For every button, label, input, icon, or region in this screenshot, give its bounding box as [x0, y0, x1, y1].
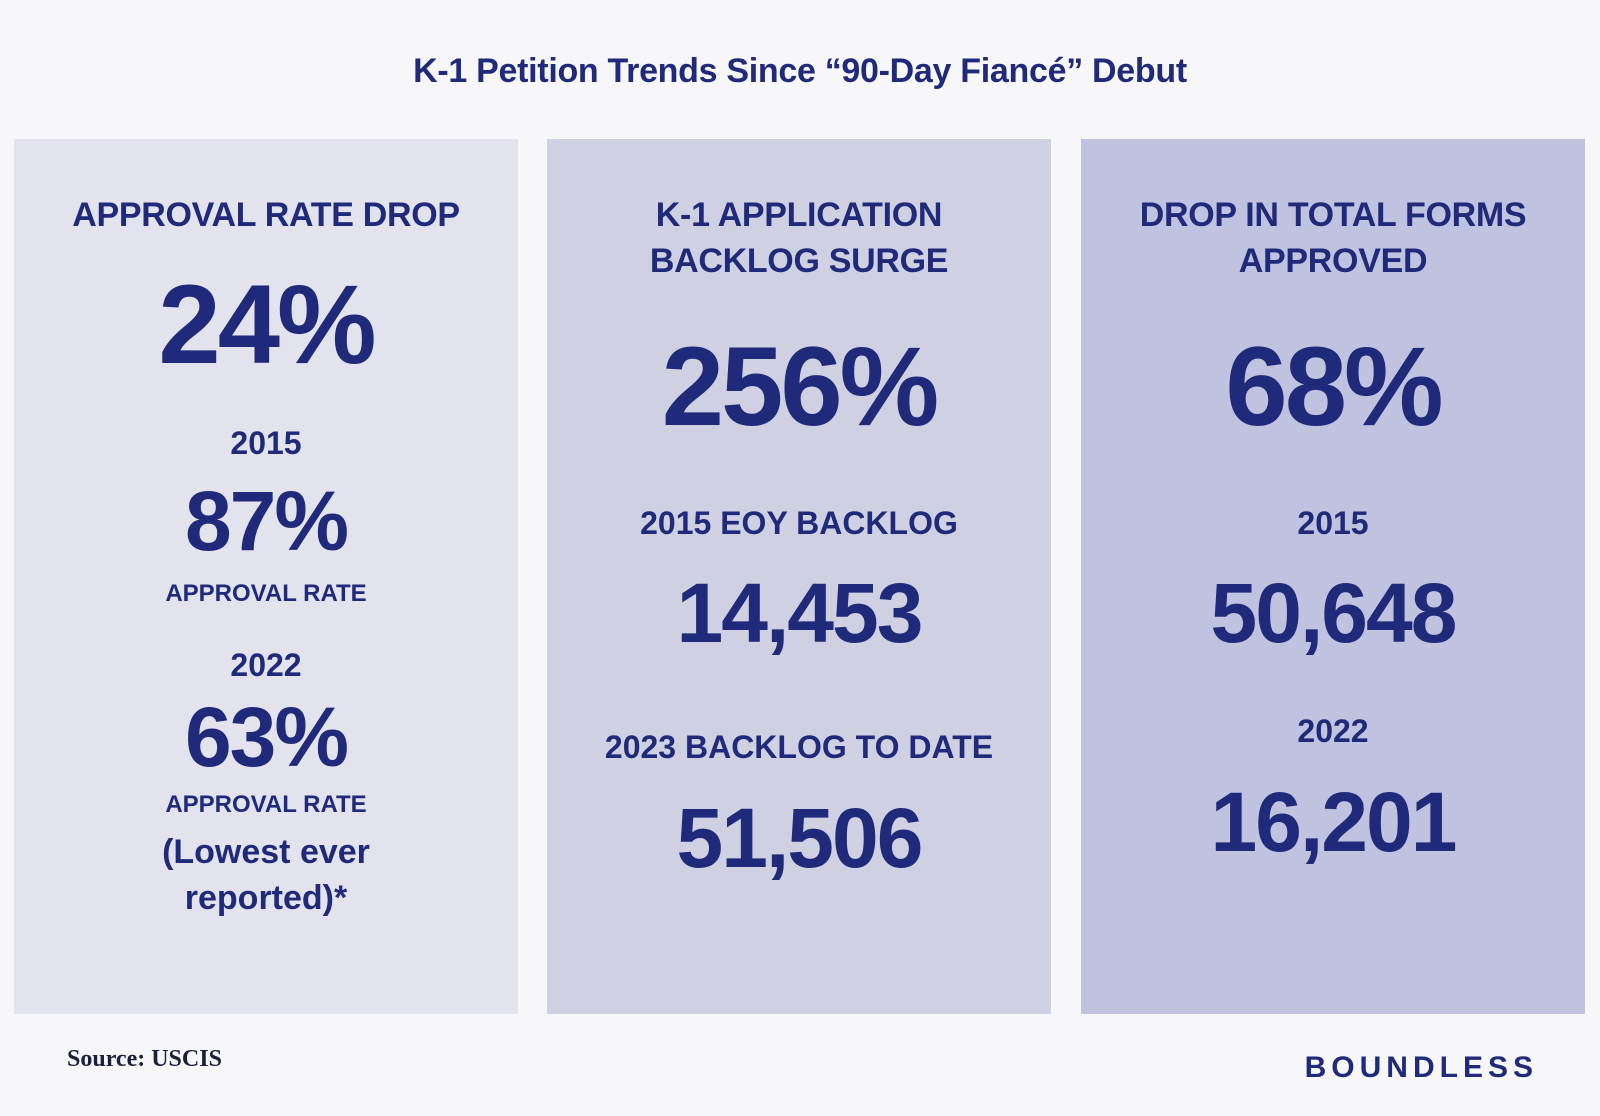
approval-rate-caption-2015: APPROVAL RATE: [165, 580, 367, 607]
backlog-2023-value: 51,506: [676, 791, 924, 885]
year-label-2022: 2022: [230, 647, 302, 683]
boundless-logo: BOUNDLESS: [1304, 1051, 1538, 1084]
forms-approved-panel: DROP IN TOTAL FORMS APPROVED 68% 2015 50…: [1081, 139, 1585, 1014]
approval-rate-2022-value: 63%: [184, 690, 349, 784]
forms-approved-2015-value: 50,648: [1210, 566, 1458, 660]
panel-heading-line2: BACKLOG SURGE: [649, 242, 949, 280]
panel-heading-line1: K-1 APPLICATION: [655, 196, 943, 234]
approval-rate-2015-value: 87%: [184, 474, 349, 568]
approval-rate-drop-value: 24%: [158, 262, 376, 387]
infographic-title: K-1 Petition Trends Since “90-Day Fiancé…: [413, 52, 1187, 90]
backlog-2015-label: 2015 EOY BACKLOG: [640, 505, 958, 541]
forms-approved-2022-value: 16,201: [1210, 775, 1458, 869]
lowest-ever-note-line1: (Lowest ever: [162, 833, 370, 871]
backlog-surge-panel: K-1 APPLICATION BACKLOG SURGE 256% 2015 …: [547, 139, 1051, 1014]
backlog-2015-value: 14,453: [676, 566, 924, 660]
panel-heading-line1: DROP IN TOTAL FORMS: [1139, 196, 1527, 234]
panel-heading-line2: APPROVED: [1238, 242, 1428, 280]
year-label-2015: 2015: [230, 425, 302, 461]
backlog-2023-label: 2023 BACKLOG TO DATE: [604, 729, 994, 765]
year-label-2015: 2015: [1297, 505, 1369, 541]
source-citation: Source: USCIS: [67, 1046, 222, 1072]
forms-approved-drop-value: 68%: [1225, 324, 1443, 449]
approval-rate-panel: APPROVAL RATE DROP 24% 2015 87% APPROVAL…: [14, 139, 518, 1014]
lowest-ever-note-line2: reported)*: [184, 879, 348, 917]
backlog-surge-value: 256%: [661, 324, 939, 449]
year-label-2022: 2022: [1297, 713, 1369, 749]
panel-heading: APPROVAL RATE DROP: [72, 196, 460, 234]
approval-rate-caption-2022: APPROVAL RATE: [165, 791, 367, 818]
